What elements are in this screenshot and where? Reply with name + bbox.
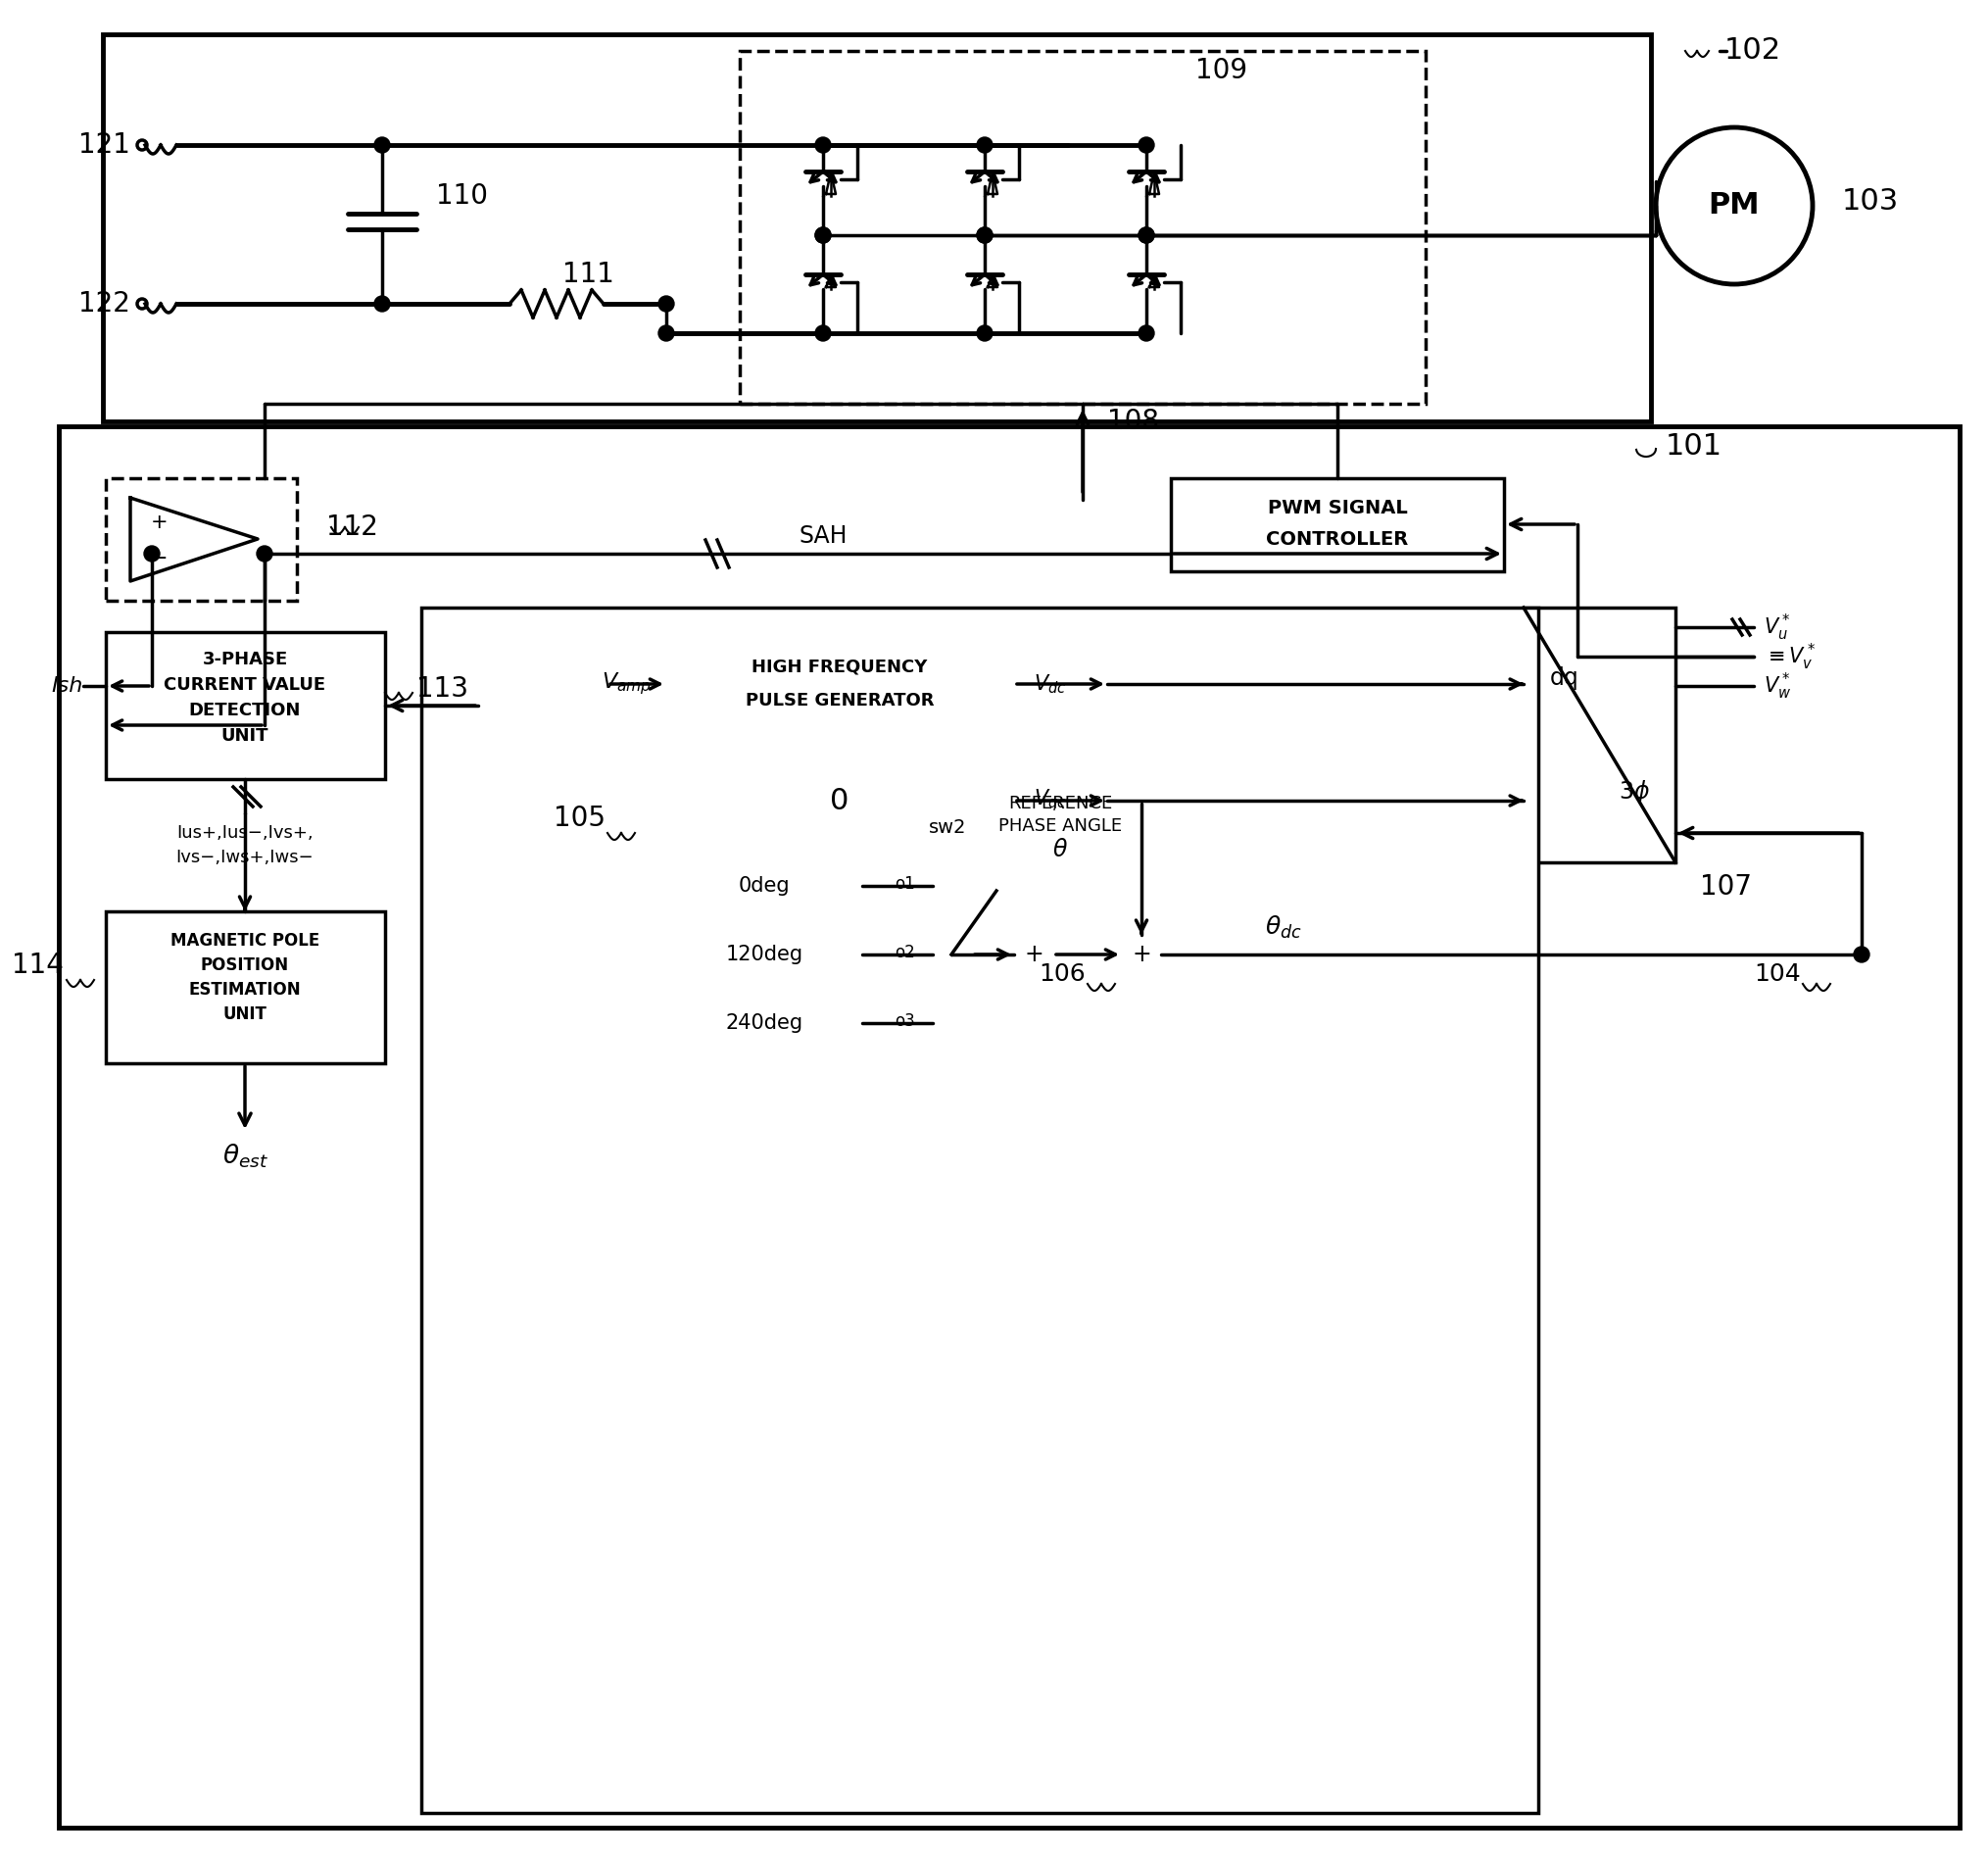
Text: +: + [151,513,169,532]
Text: $V_{amp}$: $V_{amp}$ [602,671,652,697]
Circle shape [976,138,992,152]
Text: UNIT: UNIT [223,1006,266,1022]
Circle shape [976,227,992,244]
Bar [105,632,386,779]
Circle shape [1139,227,1155,244]
Text: 3$\phi$: 3$\phi$ [1618,779,1650,805]
Bar [60,426,1960,1827]
Circle shape [1139,138,1155,152]
Text: 122: 122 [78,290,129,318]
Text: PM: PM [1708,191,1759,219]
Bar [1171,478,1505,571]
Text: 113: 113 [415,675,469,703]
Text: 111: 111 [563,260,614,288]
Text: 101: 101 [1666,431,1722,459]
Text: o2: o2 [895,944,914,961]
Text: 110: 110 [435,182,487,210]
Text: 0deg: 0deg [738,876,789,896]
Text: 109: 109 [1195,58,1246,84]
Bar [1523,608,1676,863]
Circle shape [143,547,159,561]
Text: PWM SIGNAL: PWM SIGNAL [1268,498,1408,517]
Text: CONTROLLER: CONTROLLER [1266,530,1409,548]
Text: dq: dq [1551,666,1578,690]
Bar [666,995,863,1052]
Text: POSITION: POSITION [201,956,288,974]
Text: 121: 121 [78,132,129,158]
Bar [105,911,386,1063]
Text: 112: 112 [326,513,378,541]
Text: SAH: SAH [799,524,847,548]
Text: $\theta_{dc}$: $\theta_{dc}$ [1264,915,1302,941]
Circle shape [976,325,992,340]
Text: DETECTION: DETECTION [189,701,300,719]
Bar [666,926,863,983]
Text: UNIT: UNIT [221,727,268,745]
Text: 108: 108 [1107,407,1159,435]
Text: CURRENT VALUE: CURRENT VALUE [165,677,326,693]
Text: o1: o1 [895,876,914,892]
Text: HIGH FREQUENCY: HIGH FREQUENCY [751,658,928,677]
Circle shape [815,227,831,244]
Text: 103: 103 [1843,186,1899,216]
Circle shape [1139,227,1155,244]
Text: sw2: sw2 [928,818,966,837]
Bar [421,608,1539,1813]
Text: MAGNETIC POLE: MAGNETIC POLE [171,931,320,950]
Circle shape [815,138,831,152]
Bar [666,760,1014,842]
Text: Ius+,Ius−,Ivs+,: Ius+,Ius−,Ivs+, [177,824,314,842]
Text: PULSE GENERATOR: PULSE GENERATOR [746,692,934,710]
Text: REFERENCE: REFERENCE [1008,796,1111,812]
Text: $\equiv V_v^*$: $\equiv V_v^*$ [1763,641,1815,671]
Circle shape [374,138,390,152]
Text: +: + [1024,943,1044,967]
Bar [105,478,296,600]
Circle shape [815,325,831,340]
Text: 107: 107 [1700,874,1751,900]
Text: 105: 105 [553,805,606,833]
Text: ESTIMATION: ESTIMATION [189,982,300,998]
Text: 114: 114 [12,952,64,980]
Circle shape [256,547,272,561]
Text: PHASE ANGLE: PHASE ANGLE [998,818,1121,835]
Circle shape [976,227,992,244]
Text: $V_{qc}$: $V_{qc}$ [1034,788,1066,814]
Circle shape [658,296,674,312]
Bar [103,33,1650,422]
Text: 3-PHASE: 3-PHASE [203,651,288,669]
Text: $V_{dc}$: $V_{dc}$ [1034,673,1066,695]
Text: Ish: Ish [52,677,83,695]
Text: 106: 106 [1040,963,1085,985]
Text: +: + [1131,943,1151,967]
Bar [740,50,1425,403]
Text: 120deg: 120deg [726,944,803,965]
Text: $V_u^*$: $V_u^*$ [1763,612,1791,643]
Circle shape [1060,138,1076,152]
Circle shape [1853,946,1869,963]
Text: 104: 104 [1753,963,1801,985]
Text: $V_w^*$: $V_w^*$ [1763,671,1791,701]
Text: 102: 102 [1724,37,1781,65]
Bar [666,857,863,915]
Circle shape [658,325,674,340]
Text: $\theta$: $\theta$ [1052,838,1068,861]
Text: $\theta_{est}$: $\theta_{est}$ [223,1143,268,1171]
Bar [666,636,1014,732]
Text: Ivs−,Iws+,Iws−: Ivs−,Iws+,Iws− [177,850,314,866]
Circle shape [374,296,390,312]
Circle shape [1139,325,1155,340]
Text: o3: o3 [895,1013,914,1030]
Text: −: − [151,548,169,569]
Circle shape [815,227,831,244]
Text: 0: 0 [831,786,849,814]
Text: 240deg: 240deg [726,1013,803,1034]
